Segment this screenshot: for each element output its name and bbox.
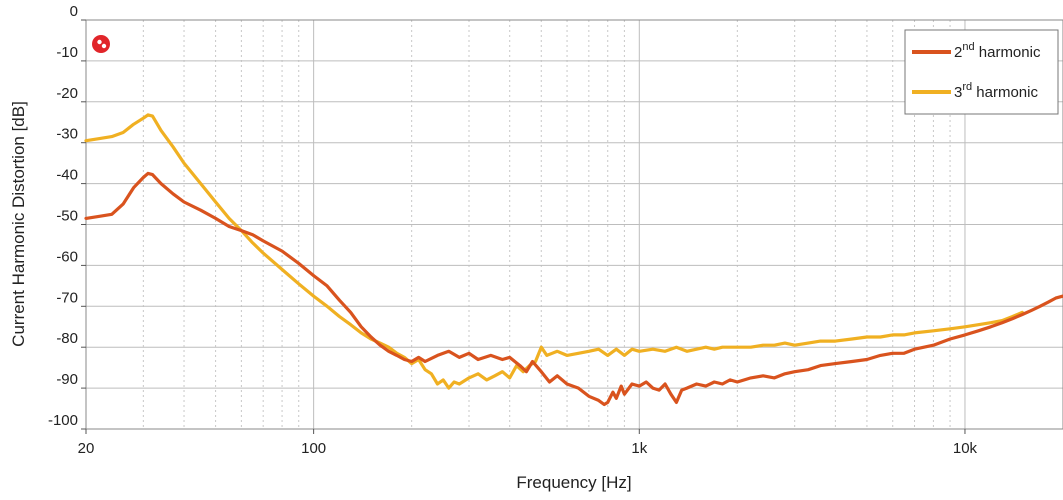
- legend-box: [904, 29, 1059, 115]
- y-axis-title: Current Harmonic Distortion [dB]: [9, 101, 28, 347]
- series-lines: [84, 113, 1063, 407]
- y-tick-label: -30: [56, 126, 78, 143]
- series-line-2nd-harmonic: [84, 171, 1063, 407]
- y-tick-label: -100: [48, 412, 78, 429]
- y-tick-label: 0: [70, 3, 78, 20]
- y-tick-label: -80: [56, 330, 78, 347]
- x-tick-label: 100: [301, 440, 326, 457]
- x-tick-label: 10k: [953, 440, 978, 457]
- brand-logo: [92, 35, 110, 53]
- y-tick-label: -40: [56, 167, 78, 184]
- x-axis-title: Frequency [Hz]: [516, 473, 631, 492]
- y-tick-label: -70: [56, 289, 78, 306]
- y-tick-label: -20: [56, 85, 78, 102]
- y-tick-label: -60: [56, 248, 78, 265]
- series-line-3rd-harmonic: [84, 113, 1024, 390]
- legend-label-2nd-harmonic: 2nd harmonic: [954, 41, 1041, 61]
- y-tick-label: -90: [56, 371, 78, 388]
- x-tick-label: 20: [78, 440, 95, 457]
- y-tick-label: -10: [56, 44, 78, 61]
- legend: 2nd harmonic 3rd harmonic: [904, 29, 1059, 115]
- y-tick-label: -50: [56, 208, 78, 225]
- x-tick-label: 1k: [631, 440, 647, 457]
- legend-label-3rd-harmonic: 3rd harmonic: [954, 81, 1038, 101]
